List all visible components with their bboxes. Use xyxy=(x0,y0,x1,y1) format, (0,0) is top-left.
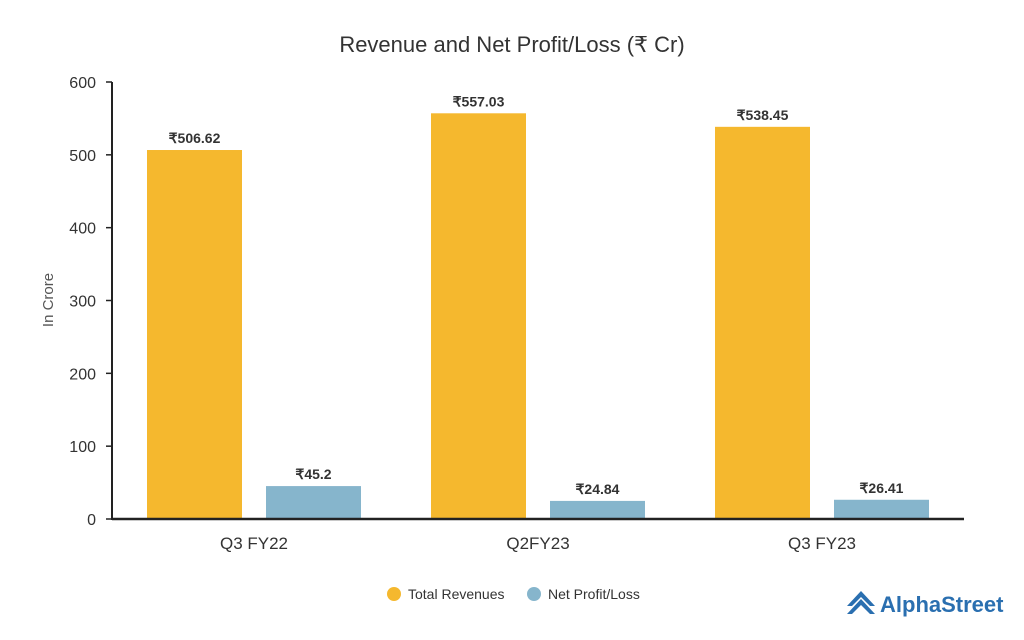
legend-swatch-total-revenues xyxy=(387,587,401,601)
x-tick-label: Q2FY23 xyxy=(506,534,569,553)
y-axis-label-group: In Crore xyxy=(40,273,57,327)
y-axis-ticks: 0 100 200 300 400 500 600 xyxy=(69,75,112,529)
data-label: ₹557.03 xyxy=(453,93,505,109)
bars xyxy=(147,113,929,520)
y-tick-label: 0 xyxy=(87,512,96,529)
y-tick-label: 500 xyxy=(69,148,96,165)
brand-name: AlphaStreet xyxy=(880,592,1004,617)
alphastreet-logo-icon xyxy=(847,591,875,614)
data-labels: ₹506.62 ₹45.2 ₹557.03 ₹24.84 ₹538.45 ₹26.41 xyxy=(169,93,904,497)
bar-net-profit-loss xyxy=(266,486,361,519)
y-axis-label: In Crore xyxy=(40,273,57,327)
legend-item-net-profit-loss: Net Profit/Loss xyxy=(527,586,640,602)
legend-label-net-profit-loss: Net Profit/Loss xyxy=(548,586,640,602)
y-tick-label: 100 xyxy=(69,439,96,456)
data-label: ₹24.84 xyxy=(576,481,620,497)
legend-label-total-revenues: Total Revenues xyxy=(408,586,505,602)
data-label: ₹506.62 xyxy=(169,130,221,146)
y-tick-label: 400 xyxy=(69,221,96,238)
x-tick-label: Q3 FY23 xyxy=(788,534,856,553)
y-tick-label: 300 xyxy=(69,294,96,311)
legend-swatch-net-profit-loss xyxy=(527,587,541,601)
legend-item-total-revenues: Total Revenues xyxy=(387,586,505,602)
y-tick-label: 600 xyxy=(69,75,96,92)
chart-title: Revenue and Net Profit/Loss (₹ Cr) xyxy=(339,32,684,57)
legend: Total Revenues Net Profit/Loss xyxy=(387,586,640,602)
y-tick-label: 200 xyxy=(69,366,96,383)
bar-total-revenues xyxy=(431,113,526,520)
bar-net-profit-loss xyxy=(550,500,645,519)
bar-total-revenues xyxy=(147,150,242,519)
brand-logo: AlphaStreet xyxy=(847,591,1004,617)
data-label: ₹45.2 xyxy=(295,466,331,482)
x-tick-label: Q3 FY22 xyxy=(220,534,288,553)
category-labels: Q3 FY22 Q2FY23 Q3 FY23 xyxy=(220,534,856,553)
bar-total-revenues xyxy=(715,126,810,519)
data-label: ₹538.45 xyxy=(737,107,789,123)
bar-net-profit-loss xyxy=(834,499,929,519)
data-label: ₹26.41 xyxy=(860,480,904,496)
